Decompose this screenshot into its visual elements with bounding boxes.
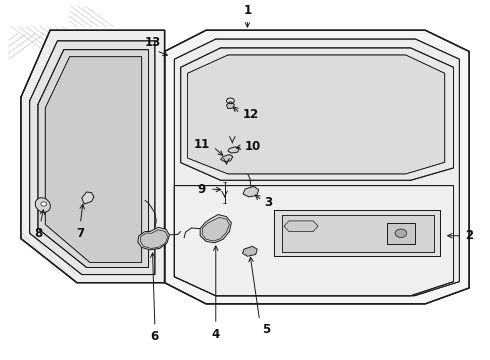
Polygon shape [82,192,94,204]
Polygon shape [202,217,229,241]
Ellipse shape [35,198,50,212]
Polygon shape [174,186,454,296]
Text: 12: 12 [243,108,259,121]
Polygon shape [245,248,255,255]
Polygon shape [200,215,231,243]
Polygon shape [243,186,259,197]
Text: 8: 8 [34,227,42,240]
Polygon shape [181,48,454,180]
Polygon shape [138,227,170,250]
Polygon shape [282,215,434,252]
Text: 13: 13 [144,36,161,49]
Text: 4: 4 [212,328,220,341]
Polygon shape [45,57,142,262]
Polygon shape [226,102,234,109]
Polygon shape [140,230,168,248]
Circle shape [41,202,47,206]
Polygon shape [274,210,440,256]
Text: 3: 3 [265,196,272,209]
Polygon shape [30,41,155,275]
Text: 2: 2 [465,229,473,242]
Polygon shape [21,30,165,283]
Text: 9: 9 [198,183,206,195]
Polygon shape [243,246,257,256]
Polygon shape [165,30,469,304]
Bar [387,223,415,244]
Polygon shape [188,55,445,174]
Polygon shape [174,39,460,296]
Polygon shape [228,147,239,153]
Text: 5: 5 [262,323,270,336]
Text: 7: 7 [76,227,84,240]
Text: 6: 6 [151,330,159,343]
Text: 10: 10 [245,140,261,153]
Polygon shape [220,154,233,162]
Text: 11: 11 [194,139,210,152]
Text: 1: 1 [244,4,251,17]
Polygon shape [284,221,318,231]
Polygon shape [38,50,148,267]
Circle shape [395,229,407,238]
